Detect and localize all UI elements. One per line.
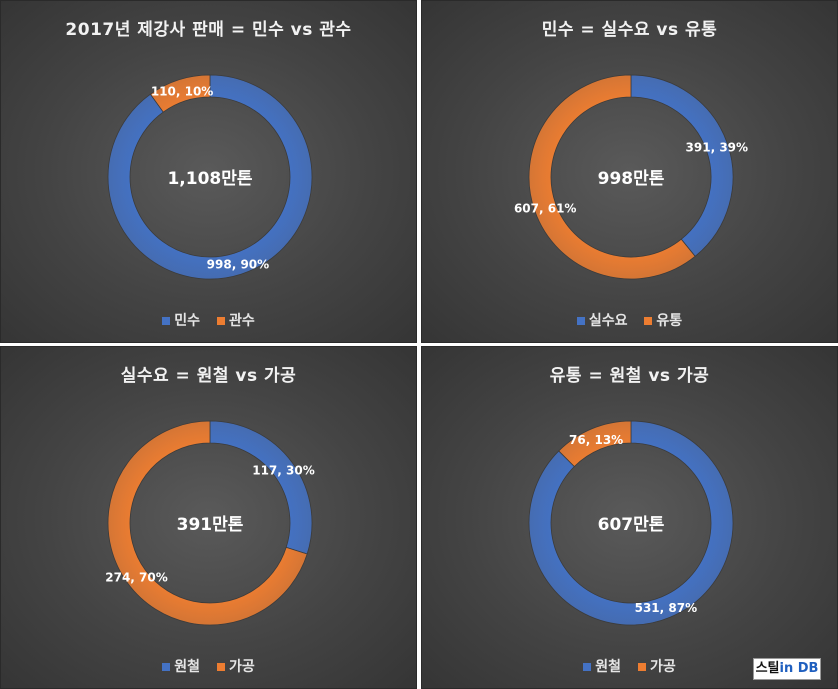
legend-item: 가공 [637,656,676,676]
legend: 원철 가공 [1,656,416,676]
data-label-1: 531, 87% [635,601,698,615]
legend-label: 실수요 [588,313,628,329]
legend-swatch [162,317,171,325]
steelindb-logo: 스틸in DB [753,658,821,680]
legend-label: 민수 [174,313,201,329]
chart-panel-1: 2017년 제강사 판매 = 민수 vs 관수 998, 90% 110, 10%… [0,0,417,343]
legend-item: 관수 [216,310,255,330]
data-label-1: 391, 39% [686,141,749,155]
legend-swatch [583,663,592,671]
chart-panel-4: 유통 = 원철 vs 가공 531, 87% 76, 13% 607만톤 원철 가공… [421,346,838,689]
legend-item: 유통 [644,310,682,330]
legend-item: 가공 [216,656,255,676]
center-total-label: 391만톤 [177,515,244,535]
donut-chart: 117, 30% 274, 70% 391만톤 [105,420,315,626]
legend: 실수요 유통 [422,310,837,330]
legend-label: 원철 [595,659,622,675]
donut-chart: 391, 39% 607, 61% 998만톤 [514,74,749,280]
donut-slice-1 [630,74,734,257]
legend-label: 원철 [174,659,201,675]
donut-slice-1 [107,74,313,280]
data-label-2: 76, 13% [569,433,623,447]
data-label-1: 998, 90% [207,258,270,272]
legend-label: 관수 [228,313,255,329]
donut-chart: 531, 87% 76, 13% 607만톤 [528,420,734,626]
chart-title: 민수 = 실수요 vs 유통 [541,20,718,40]
legend-item: 원철 [162,656,200,676]
legend-swatch [216,663,225,671]
legend-item: 원철 [583,656,621,676]
donut-slice-2 [149,74,211,113]
legend: 민수 관수 [1,310,416,330]
data-label-2: 110, 10% [151,84,214,98]
donut-chart: 998, 90% 110, 10% 1,108만톤 [107,74,313,280]
center-total-label: 998만톤 [598,169,665,189]
chart-title: 실수요 = 원철 vs 가공 [120,366,297,386]
donut-slice-1 [528,420,734,626]
legend-item: 실수요 [576,310,628,330]
legend-item: 민수 [162,310,200,330]
center-total-label: 607만톤 [598,515,665,535]
data-label-2: 607, 61% [514,201,577,215]
chart-panel-2: 민수 = 실수요 vs 유통 391, 39% 607, 61% 998만톤 실수요… [421,0,838,343]
center-total-label: 1,108만톤 [167,169,252,189]
legend-swatch [637,663,646,671]
legend-swatch [162,663,171,671]
data-label-2: 274, 70% [105,571,168,585]
donut-slice-2 [107,420,308,626]
data-label-1: 117, 30% [252,463,315,477]
legend-swatch [644,317,653,325]
legend-label: 가공 [228,659,255,675]
legend-label: 유통 [656,313,683,329]
donut-slice-2 [528,74,696,280]
legend: 원철 가공 [422,656,837,676]
donut-slice-2 [558,420,632,468]
chart-title: 유통 = 원철 vs 가공 [549,366,710,386]
chart-title: 2017년 제강사 판매 = 민수 vs 관수 [65,20,352,40]
chart-panel-3: 실수요 = 원철 vs 가공 117, 30% 274, 70% 391만톤 원철 … [0,346,417,689]
legend-label: 가공 [649,659,676,675]
legend-swatch [576,317,585,325]
legend-swatch [216,317,225,325]
